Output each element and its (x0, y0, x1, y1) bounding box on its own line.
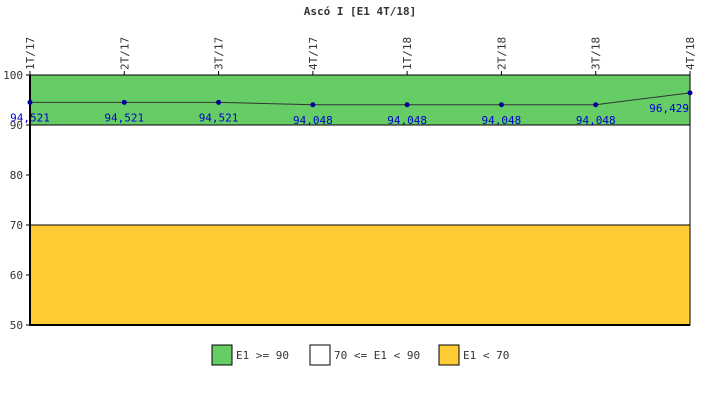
y-tick-label: 60 (10, 269, 23, 282)
data-point (121, 99, 127, 105)
series-line-group: 94,521 94,521 94,521 94,048 94,048 94,048 94,0… (10, 90, 693, 127)
threshold-bands (29, 74, 691, 326)
band-0 (29, 74, 691, 126)
legend-label: E1 < 70 (463, 349, 509, 362)
band-1 (29, 124, 691, 226)
band-2 (29, 224, 691, 326)
x-tick-label: 3T/17 (213, 37, 226, 70)
data-label: 94,048 (293, 114, 333, 127)
data-label: 94,521 (10, 111, 50, 124)
data-point (310, 102, 316, 108)
data-point (498, 102, 504, 108)
y-tick-label: 80 (10, 169, 23, 182)
y-tick-label: 70 (10, 219, 23, 232)
data-label: 94,521 (199, 111, 239, 124)
y-tick-label: 90 (10, 119, 23, 132)
data-point (593, 102, 599, 108)
y-tick-label: 50 (10, 319, 23, 332)
legend-label: E1 >= 90 (236, 349, 289, 362)
data-point (687, 90, 693, 96)
x-axis: 1T/17 2T/17 3T/17 4T/17 1T/18 2T/18 3T/18 4T/18 (24, 37, 697, 75)
x-tick-label: 2T/18 (495, 37, 508, 70)
data-label: 94,048 (482, 114, 522, 127)
data-point (27, 99, 33, 105)
chart-title: Ascó I [E1 4T/18] (304, 5, 417, 18)
x-tick-label: 1T/18 (401, 37, 414, 70)
data-label: 96,429 (649, 102, 689, 115)
plot-frame (29, 75, 690, 326)
legend: E1 >= 90 70 <= E1 < 90 E1 < 70 (211, 344, 509, 366)
y-tick-label: 100 (3, 69, 23, 82)
legend-swatch (309, 344, 331, 366)
x-tick-label: 4T/18 (684, 37, 697, 70)
data-point (216, 99, 222, 105)
x-tick-label: 4T/17 (307, 37, 320, 70)
series-line (30, 92, 691, 106)
data-label: 94,048 (576, 114, 616, 127)
data-label: 94,048 (387, 114, 427, 127)
x-tick-label: 3T/18 (590, 37, 603, 70)
legend-swatch (211, 344, 233, 366)
x-tick-label: 1T/17 (24, 37, 37, 70)
legend-label: 70 <= E1 < 90 (334, 349, 420, 362)
data-label: 94,521 (104, 111, 144, 124)
data-point (404, 102, 410, 108)
y-axis: 50 60 70 80 90 100 (3, 69, 30, 332)
legend-swatch (438, 344, 460, 366)
x-tick-label: 2T/17 (118, 37, 131, 70)
